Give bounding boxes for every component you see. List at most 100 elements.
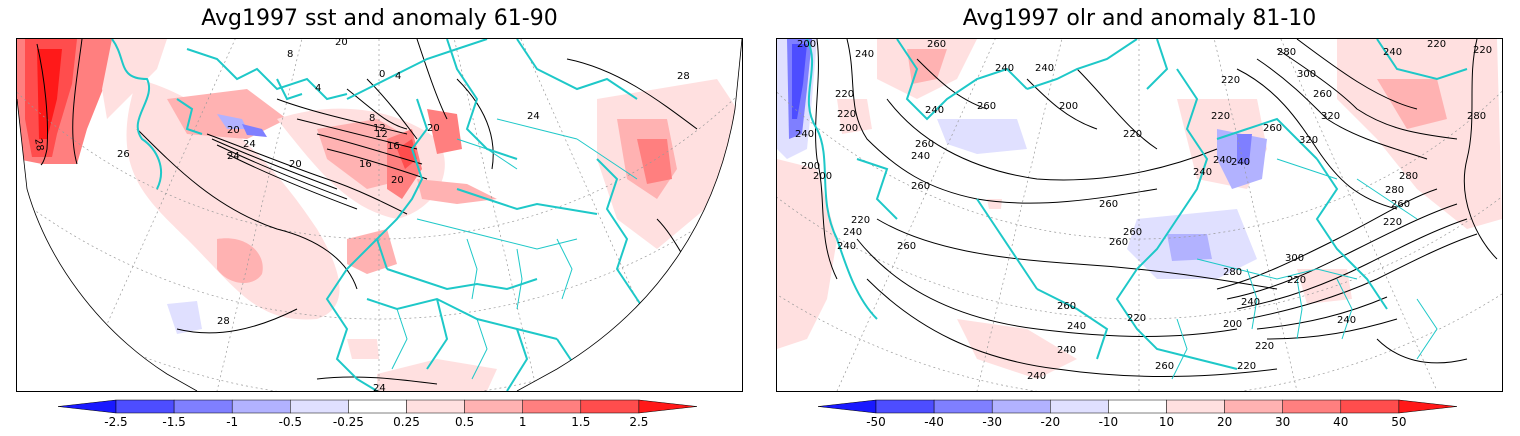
colorbar-tick-label: 0.5 [455,415,474,429]
colorbar-segment [580,399,640,414]
contour-label: 280 [1223,267,1242,278]
olr-colorbar: -50 -40 -30 -20 -10 10 20 30 40 50 [817,396,1463,432]
contour-label: 220 [1123,129,1142,140]
contour-label: 24 [373,383,386,391]
map-title-olr: Avg1997 olr and anomaly 81-10 [962,6,1317,31]
contour-label: 260 [1057,301,1076,312]
contour-label: 200 [797,39,816,50]
colorbar-segment [1398,399,1457,414]
contour-label: 200 [813,171,832,182]
contour-label: 240 [1035,63,1054,74]
contour-label: 20 [227,125,240,136]
colorbar-tick-label: 0.25 [393,415,420,429]
contour-label: 240 [1383,47,1402,58]
contour-label: 240 [1213,155,1232,166]
sst-contours [36,39,708,385]
contour-label: 300 [1285,253,1304,264]
olr-contour-labels: 200 240 260 240 240 220 260 240 220 200 … [795,39,1492,382]
colorbar-segment [991,399,1051,414]
colorbar-segment [348,399,407,414]
olr-anomaly-shading [777,39,1502,379]
contour-label: 200 [1059,101,1078,112]
contour-label: 260 [1391,199,1410,210]
olr-coastlines [806,39,1468,370]
sst-hemisphere-edge [17,39,742,391]
colorbar-segment [406,399,465,414]
contour-label: 220 [1237,361,1256,372]
colorbar-segment [933,399,993,414]
colorbar-tick-label: -50 [866,415,886,429]
contour-label: 12 [373,123,386,134]
contour-label: 260 [927,39,946,50]
olr-colorbar-svg: -50 -40 -30 -20 -10 10 20 30 40 50 [817,399,1457,429]
colorbar-segment [464,399,523,414]
contour-label: 260 [1123,227,1142,238]
contour-label: 28 [217,316,230,327]
colorbar-segment [1224,399,1283,414]
contour-label: 240 [911,151,930,162]
sst-coastlines [111,39,659,391]
colorbar-segment [115,399,175,414]
sst-anomaly-shading [17,39,737,391]
contour-label: 280 [1385,185,1404,196]
contour-label: 240 [1231,157,1250,168]
contour-label: 240 [925,105,944,116]
contour-label: 240 [1337,315,1356,326]
colorbar-tick-label: -10 [1099,415,1119,429]
contour-label: 240 [855,49,874,60]
colorbar-segment [817,399,877,414]
colorbar-segment [57,399,117,414]
map-title-sst: Avg1997 sst and anomaly 61-90 [201,6,558,31]
sst-map-panel: 8 20 28 4 0 4 20 24 12 12 16 20 20 28 26… [16,38,743,392]
contour-label: 200 [1223,319,1242,330]
contour-label: 280 [1467,111,1486,122]
contour-label: 260 [1099,199,1118,210]
colorbar-segment [522,399,582,414]
contour-label: 0 [379,69,385,80]
contour-label: 240 [1057,345,1076,356]
colorbar-segment [875,399,935,414]
colorbar-tick-label: -30 [982,415,1002,429]
contour-label: 240 [795,129,814,140]
contour-label: 24 [243,139,256,150]
contour-label: 20 [391,175,404,186]
contour-label: 28 [32,138,45,152]
contour-label: 260 [1313,89,1332,100]
contour-label: 320 [1299,135,1318,146]
contour-label: 200 [839,123,858,134]
sst-latlon-grid [17,39,742,391]
sst-colorbar-boxes [57,399,697,414]
contour-label: 260 [977,101,996,112]
colorbar-segment [638,399,697,414]
contour-label: 220 [1473,45,1492,56]
contour-label: 260 [1109,237,1128,248]
sst-colorbar-ticks: -2.5 -1.5 -1 -0.5 -0.25 0.25 0.5 1 1.5 2.5 [104,415,648,429]
contour-label: 260 [897,241,916,252]
colorbar-tick-label: 40 [1333,415,1348,429]
contour-label: 28 [677,71,690,82]
contour-label: 220 [835,89,854,100]
contour-label: 220 [1211,111,1230,122]
contour-label: 280 [1399,171,1418,182]
contour-label: 20 [427,123,440,134]
olr-colorbar-boxes [817,399,1457,414]
contour-label: 220 [1287,275,1306,286]
colorbar-tick-label: -20 [1040,415,1060,429]
contour-label: 26 [117,149,130,160]
colorbar-tick-label: -0.5 [279,415,302,429]
colorbar-segment [231,399,291,414]
colorbar-tick-label: 1 [519,415,527,429]
colorbar-segment [1340,399,1400,414]
contour-label: 12 [375,129,388,140]
contour-label: 220 [1255,341,1274,352]
olr-map-svg: 200 240 260 240 240 220 260 240 220 200 … [777,39,1502,391]
colorbar-tick-label: -2.5 [104,415,127,429]
contour-label: 240 [1067,321,1086,332]
contour-label: 20 [335,39,348,48]
olr-country-borders [1171,158,1438,380]
olr-latlon-grid [777,39,1502,391]
contour-label: 240 [837,241,856,252]
contour-label: 240 [995,63,1014,74]
contour-label: 240 [1027,371,1046,382]
colorbar-tick-label: 1.5 [571,415,590,429]
